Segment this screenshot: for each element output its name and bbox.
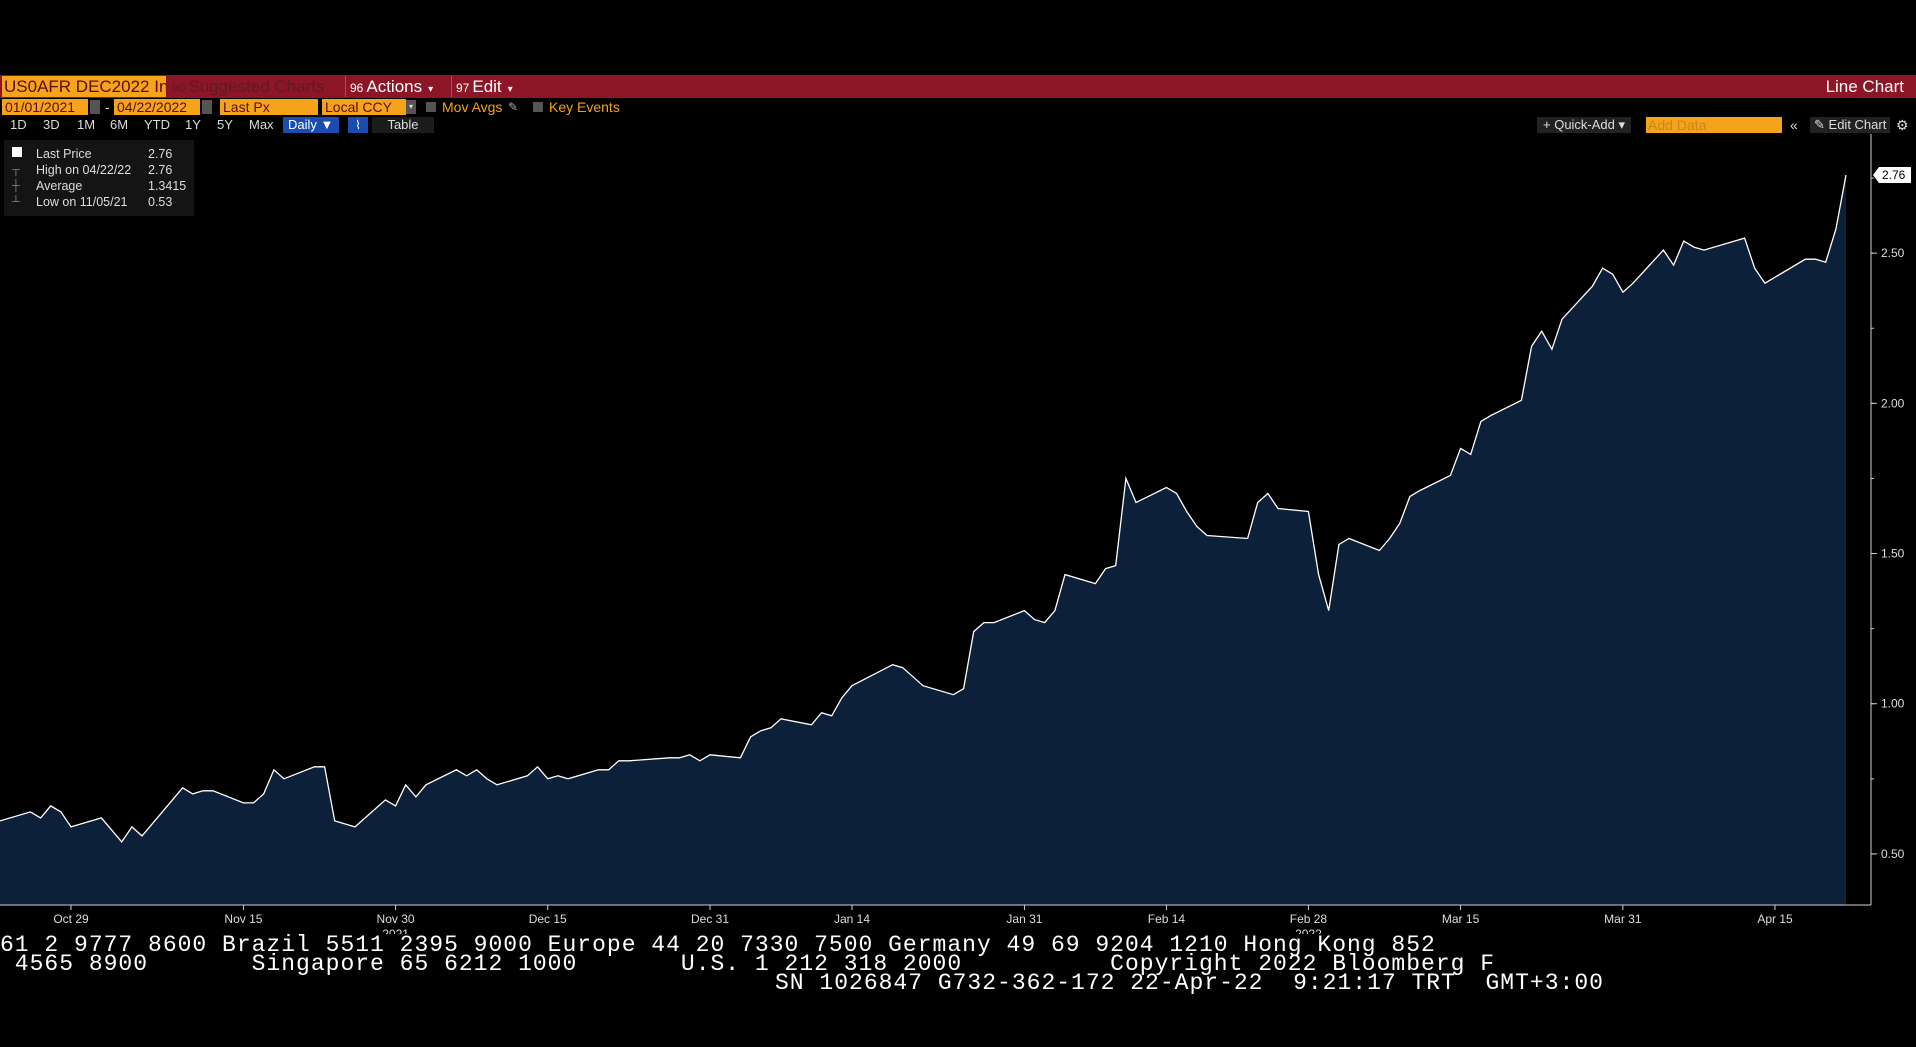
year-label: 2021	[382, 927, 409, 934]
series-line	[0, 174, 1847, 843]
suggested-charts-button[interactable]: 90 Suggested Charts	[172, 76, 324, 97]
collapse-icon[interactable]: «	[1790, 117, 1798, 133]
end-date-field[interactable]: 04/22/2022	[114, 99, 200, 115]
x-tick-label: Dec 31	[691, 912, 729, 926]
table-button[interactable]: Table	[372, 117, 434, 133]
range-button-ytd[interactable]: YTD	[144, 117, 170, 132]
range-button-3d[interactable]: 3D	[43, 117, 60, 132]
x-tick-label: Feb 14	[1148, 912, 1186, 926]
year-label: 2022	[1295, 927, 1322, 934]
legend-value: 0.53	[148, 195, 173, 209]
x-tick-label: Feb 28	[1290, 912, 1328, 926]
bloomberg-footer: 61 2 9777 8600 Brazil 5511 2395 9000 Eur…	[0, 930, 1916, 1000]
y-tick-label: 1.50	[1881, 547, 1905, 561]
edit-chart-label: Edit Chart	[1828, 117, 1887, 132]
chevron-down-icon: ▾	[428, 84, 434, 95]
x-tick-label: Apr 15	[1757, 912, 1793, 926]
gear-icon[interactable]: ⚙	[1896, 117, 1909, 133]
chevron-down-icon: ▾	[507, 84, 513, 95]
chevron-down-icon: ▼	[320, 117, 334, 132]
y-tick-label: 0.50	[1881, 847, 1905, 861]
add-data-input[interactable]: Add Data	[1646, 117, 1782, 133]
footer-line-3: SN 1026847 G732-362-172 22-Apr-22 9:21:1…	[775, 970, 1604, 996]
x-tick-label: Mar 31	[1604, 912, 1642, 926]
quick-add-button[interactable]: + Quick-Add ▾	[1537, 117, 1632, 133]
actions-menu[interactable]: 96 Actions ▾	[345, 76, 433, 97]
x-tick-label: Mar 15	[1442, 912, 1480, 926]
chevron-down-icon[interactable]: ▾	[406, 100, 416, 114]
period-label: Daily	[288, 117, 317, 132]
last-value-label: 2.76	[1882, 168, 1906, 182]
legend-label: Low on 11/05/21	[36, 195, 128, 209]
legend-value: 1.3415	[148, 179, 187, 193]
edit-number: 97	[456, 81, 470, 95]
pencil-icon: ✎	[1814, 117, 1825, 132]
footer-line-1: 61 2 9777 8600 Brazil 5511 2395 9000 Eur…	[0, 932, 1436, 958]
start-date-field[interactable]: 01/01/2021	[2, 99, 88, 115]
ticker-field[interactable]: US0AFR DEC2022 Index	[2, 76, 166, 97]
legend-label: High on 04/22/22	[36, 163, 132, 177]
key-events-label: Key Events	[549, 99, 620, 115]
chart-type-title: Line Chart	[1825, 77, 1904, 96]
date-separator: -	[105, 99, 110, 115]
legend-label: Average	[36, 179, 83, 193]
line-chart-icon[interactable]: ⌇	[348, 117, 368, 133]
high-marker-icon: ┬	[12, 164, 20, 176]
period-select[interactable]: Daily ▼	[283, 117, 339, 133]
calendar-icon[interactable]	[90, 100, 100, 114]
footer-line-2: 4565 8900 Singapore 65 6212 1000 U.S. 1 …	[0, 951, 1496, 977]
currency-select[interactable]: Local CCY	[322, 99, 406, 115]
edit-menu[interactable]: 97 Edit ▾	[451, 76, 513, 97]
legend-row-average: ┼ Average 1.3415	[4, 178, 194, 194]
legend-value: 2.76	[148, 163, 173, 177]
price-chart[interactable]: 0.50 1.00 1.50 2.00 2.50 2.76 Oct 29 Nov 15 Nov …	[0, 134, 1916, 934]
quick-add-label: + Quick-Add	[1543, 117, 1615, 132]
x-tick-label: Nov 15	[224, 912, 262, 926]
suggested-charts-number: 90	[172, 81, 186, 95]
legend-label: Last Price	[36, 147, 92, 161]
range-button-1m[interactable]: 1M	[77, 117, 96, 132]
legend-row-last-price[interactable]: Last Price 2.76	[4, 146, 194, 162]
y-tick-label: 2.00	[1881, 396, 1905, 410]
average-marker-icon: ┼	[12, 180, 20, 192]
range-button-6m[interactable]: 6M	[110, 117, 129, 132]
chart-settings-row: 01/01/2021 - 04/22/2022 Last Px Local CC…	[0, 98, 1916, 116]
legend-value: 2.76	[148, 147, 173, 161]
y-tick-label: 1.00	[1881, 697, 1905, 711]
legend-row-high: ┬ High on 04/22/22 2.76	[4, 162, 194, 178]
legend-swatch-icon	[12, 146, 28, 162]
y-tick-label: 2.50	[1881, 246, 1905, 260]
range-button-5y[interactable]: 5Y	[217, 117, 233, 132]
low-marker-icon: ┴	[12, 196, 20, 208]
x-tick-label: Dec 15	[529, 912, 567, 926]
chevron-down-icon: ▾	[1618, 117, 1626, 132]
x-tick-label: Jan 14	[834, 912, 870, 926]
pencil-icon[interactable]: ✎	[508, 100, 519, 114]
range-button-max[interactable]: Max	[249, 117, 274, 132]
x-tick-label: Nov 30	[377, 912, 415, 926]
edit-label: Edit	[472, 77, 502, 96]
x-tick-label: Jan 31	[1006, 912, 1042, 926]
calendar-icon[interactable]	[202, 100, 212, 114]
legend-row-low: ┴ Low on 11/05/21 0.53	[4, 194, 194, 210]
edit-chart-button[interactable]: ✎ Edit Chart	[1810, 117, 1891, 133]
range-toolbar: 1D 3D 1M 6M YTD 1Y 5Y Max Daily ▼ ⌇ Tabl…	[0, 116, 1916, 134]
chart-legend: Last Price 2.76 ┬ High on 04/22/22 2.76 …	[4, 140, 194, 216]
price-field-select[interactable]: Last Px	[220, 99, 318, 115]
actions-label: Actions	[366, 77, 423, 96]
key-events-checkbox[interactable]	[533, 102, 543, 112]
range-button-1y[interactable]: 1Y	[185, 117, 201, 132]
series-area	[0, 175, 1846, 905]
mov-avgs-label: Mov Avgs	[442, 99, 503, 115]
mov-avgs-checkbox[interactable]	[426, 102, 436, 112]
suggested-charts-label: Suggested Charts	[188, 77, 325, 96]
last-value-marker	[1873, 167, 1911, 184]
actions-number: 96	[350, 81, 364, 95]
range-button-1d[interactable]: 1D	[10, 117, 27, 132]
x-tick-label: Oct 29	[53, 912, 89, 926]
